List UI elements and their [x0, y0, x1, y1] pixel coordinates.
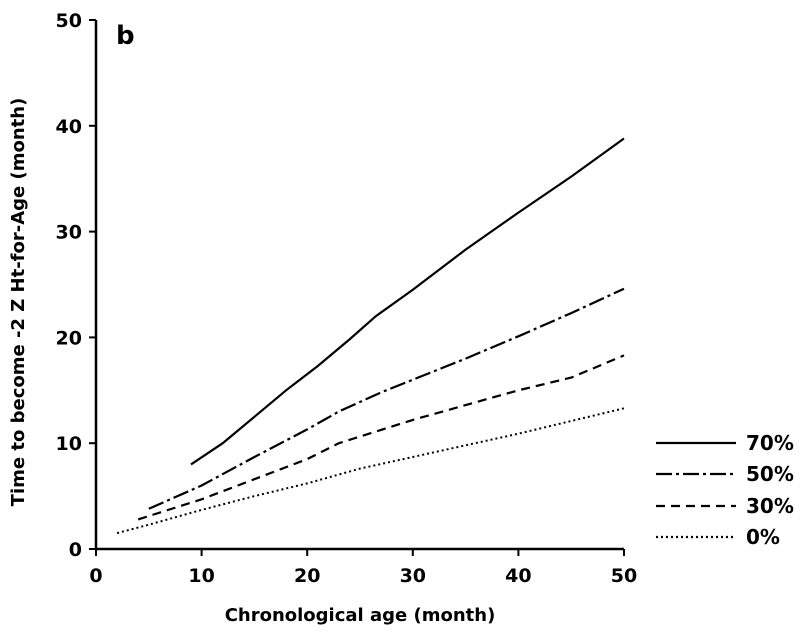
y-axis-label: Time to become -2 Z Ht-for-Age (month) — [8, 98, 29, 507]
y-axis-ticks: 0 10 20 30 40 50 — [56, 10, 96, 561]
x-tick-label: 40 — [505, 565, 531, 587]
x-axis-ticks: 0 10 20 30 40 50 — [89, 549, 637, 587]
x-axis-label: Chronological age (month) — [225, 605, 496, 626]
panel-label: b — [116, 21, 135, 51]
y-tick-label: 50 — [56, 10, 82, 32]
x-tick-label: 10 — [188, 565, 214, 587]
series-line-50pct — [148, 287, 625, 510]
x-tick-label: 0 — [89, 565, 102, 587]
y-tick-label: 0 — [69, 539, 82, 561]
series-line-0pct — [116, 407, 625, 535]
y-tick-label: 20 — [56, 327, 82, 349]
legend-label: 50% — [746, 462, 794, 486]
series-line-70pct — [190, 137, 625, 466]
legend-label: 30% — [746, 494, 794, 518]
legend: 70% 50% 30% 0% — [656, 431, 794, 549]
legend-label: 0% — [746, 525, 780, 549]
x-tick-label: 50 — [611, 565, 637, 587]
y-tick-label: 10 — [56, 433, 82, 455]
series-line-30pct — [137, 354, 625, 521]
x-tick-label: 30 — [400, 565, 426, 587]
series-lines — [116, 137, 625, 535]
x-tick-label: 20 — [294, 565, 320, 587]
y-tick-label: 40 — [56, 116, 82, 138]
axes — [94, 20, 624, 551]
y-tick-label: 30 — [56, 222, 82, 244]
legend-label: 70% — [746, 431, 794, 455]
